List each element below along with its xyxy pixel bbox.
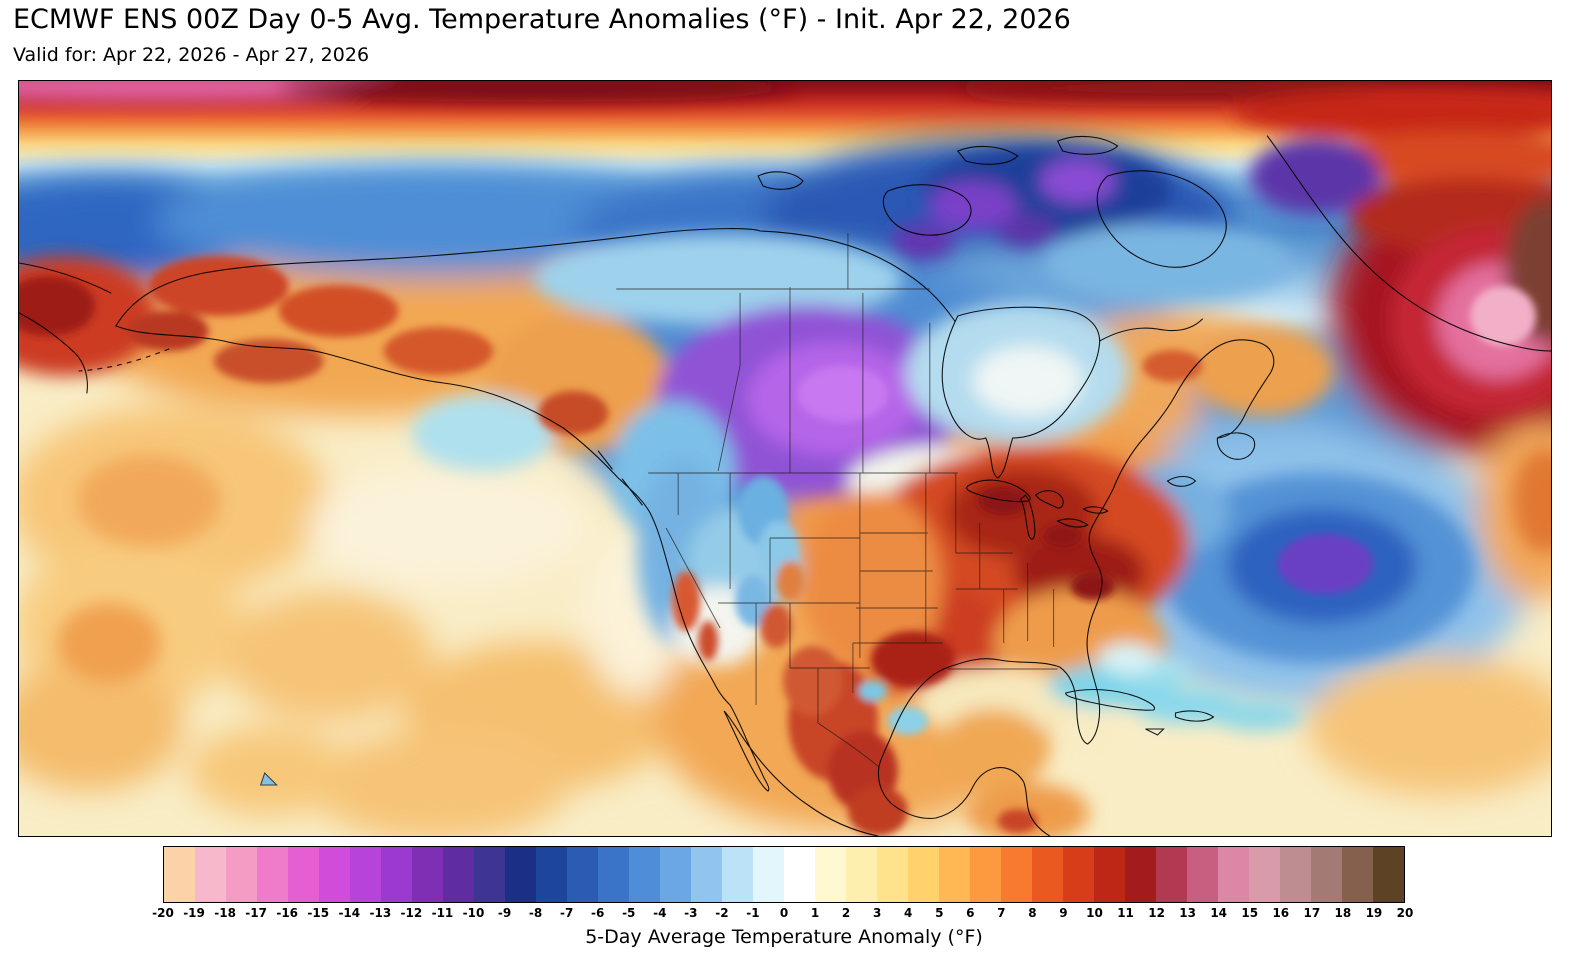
- colorbar-tick-label: -6: [591, 906, 605, 920]
- colorbar-tick-label: -13: [369, 906, 392, 920]
- anomaly-fields-detail: [19, 256, 1537, 836]
- map-graphic: [19, 81, 1551, 836]
- colorbar-segment: [567, 847, 598, 902]
- anomaly-map: [18, 80, 1552, 837]
- colorbar-tick-label: 12: [1148, 906, 1165, 920]
- colorbar-segment: [1001, 847, 1032, 902]
- colorbar-tick-label: 1: [810, 906, 820, 920]
- colorbar-tick-label: -7: [559, 906, 574, 920]
- colorbar-segment: [660, 847, 691, 902]
- colorbar-tick-label: 15: [1241, 906, 1259, 920]
- colorbar-tick-label: -5: [622, 906, 636, 920]
- colorbar-segment: [1125, 847, 1156, 902]
- colorbar-tick-label: -18: [214, 906, 236, 920]
- colorbar-segment: [1187, 847, 1218, 902]
- colorbar-segment: [815, 847, 846, 902]
- colorbar-segment: [164, 847, 195, 902]
- colorbar-segment: [1373, 847, 1404, 902]
- colorbar-segment: [722, 847, 753, 902]
- colorbar-segment: [1311, 847, 1342, 902]
- colorbar-tick-label: -1: [746, 906, 760, 920]
- colorbar-tick-label: 11: [1117, 906, 1134, 920]
- colorbar-tick-label: -8: [528, 906, 543, 920]
- colorbar-segment: [350, 847, 381, 902]
- colorbar-tick-label: 5: [935, 906, 944, 920]
- colorbar: -20 -19 -18 -17 -16 -15 -14 -13 -12 -11 -10 -9 -8 -7-…: [152, 846, 1413, 922]
- colorbar-tick-label: 20: [1396, 906, 1414, 920]
- colorbar-tick-label: -15: [307, 906, 330, 920]
- colorbar-segment: [226, 847, 257, 902]
- colorbar-segment: [474, 847, 505, 902]
- colorbar-tick-label: -17: [245, 906, 267, 920]
- colorbar-segment: [1063, 847, 1094, 902]
- colorbar-tick-label: 19: [1365, 906, 1383, 920]
- colorbar-segment: [381, 847, 412, 902]
- colorbar-tick-label: 6: [966, 906, 975, 920]
- colorbar-segment: [288, 847, 319, 902]
- colorbar-segment: [1094, 847, 1125, 902]
- colorbar-segment: [629, 847, 660, 902]
- colorbar-segment: [939, 847, 970, 902]
- colorbar-tick-label: 13: [1179, 906, 1196, 920]
- colorbar-segment: [443, 847, 474, 902]
- colorbar-swatches: [163, 846, 1405, 903]
- colorbar-segment: [1218, 847, 1249, 902]
- colorbar-tick-label: 4: [904, 906, 913, 920]
- valid-period: Valid for: Apr 22, 2026 - Apr 27, 2026: [13, 44, 370, 66]
- chart-title: ECMWF ENS 00Z Day 0-5 Avg. Temperature A…: [13, 4, 1071, 35]
- colorbar-tick-label: -11: [431, 906, 454, 920]
- colorbar-tick-label: -16: [276, 906, 299, 920]
- colorbar-tick-label: -20: [152, 906, 174, 920]
- colorbar-tick-label: -2: [715, 906, 729, 920]
- colorbar-segment: [691, 847, 722, 902]
- colorbar-segment: [1156, 847, 1187, 902]
- colorbar-segment: [846, 847, 877, 902]
- colorbar-segment: [908, 847, 939, 902]
- colorbar-ticks: -20 -19 -18 -17 -16 -15 -14 -13 -12 -11 -10 -9 -8 -7-…: [152, 906, 1413, 922]
- colorbar-segment: [598, 847, 629, 902]
- colorbar-tick-label: -4: [653, 906, 667, 920]
- colorbar-tick-label: 0: [779, 906, 789, 920]
- colorbar-segment: [753, 847, 784, 902]
- colorbar-tick-label: 7: [997, 906, 1006, 920]
- political-borders: [616, 233, 1058, 768]
- colorbar-tick-label: 14: [1210, 906, 1228, 920]
- colorbar-tick-label: 17: [1303, 906, 1321, 920]
- colorbar-segment: [195, 847, 226, 902]
- colorbar-tick-label: 18: [1334, 906, 1352, 920]
- coastlines: [19, 135, 1551, 836]
- colorbar-tick-label: 8: [1028, 906, 1037, 920]
- colorbar-tick-label: -19: [183, 906, 205, 920]
- colorbar-tick-label: 9: [1059, 906, 1068, 920]
- colorbar-tick-label: -3: [684, 906, 698, 920]
- colorbar-tick-label: 2: [841, 906, 851, 920]
- colorbar-label: 5-Day Average Temperature Anomaly (°F): [585, 926, 983, 948]
- colorbar-tick-label: 16: [1272, 906, 1290, 920]
- colorbar-segment: [1342, 847, 1373, 902]
- colorbar-tick-label: -10: [462, 906, 485, 920]
- colorbar-segment: [1032, 847, 1063, 902]
- colorbar-segment: [319, 847, 350, 902]
- colorbar-tick-label: -9: [497, 906, 512, 920]
- colorbar-segment: [1280, 847, 1311, 902]
- colorbar-segment: [412, 847, 443, 902]
- colorbar-segment: [877, 847, 908, 902]
- colorbar-tick-label: -14: [338, 906, 361, 920]
- colorbar-tick-label: -12: [400, 906, 423, 920]
- colorbar-segment: [505, 847, 536, 902]
- colorbar-segment: [1249, 847, 1280, 902]
- colorbar-tick-label: 10: [1086, 906, 1103, 920]
- colorbar-tick-label: 3: [872, 906, 882, 920]
- colorbar-segment: [536, 847, 567, 902]
- colorbar-segment: [257, 847, 288, 902]
- colorbar-segment: [970, 847, 1001, 902]
- colorbar-segment: [784, 847, 815, 902]
